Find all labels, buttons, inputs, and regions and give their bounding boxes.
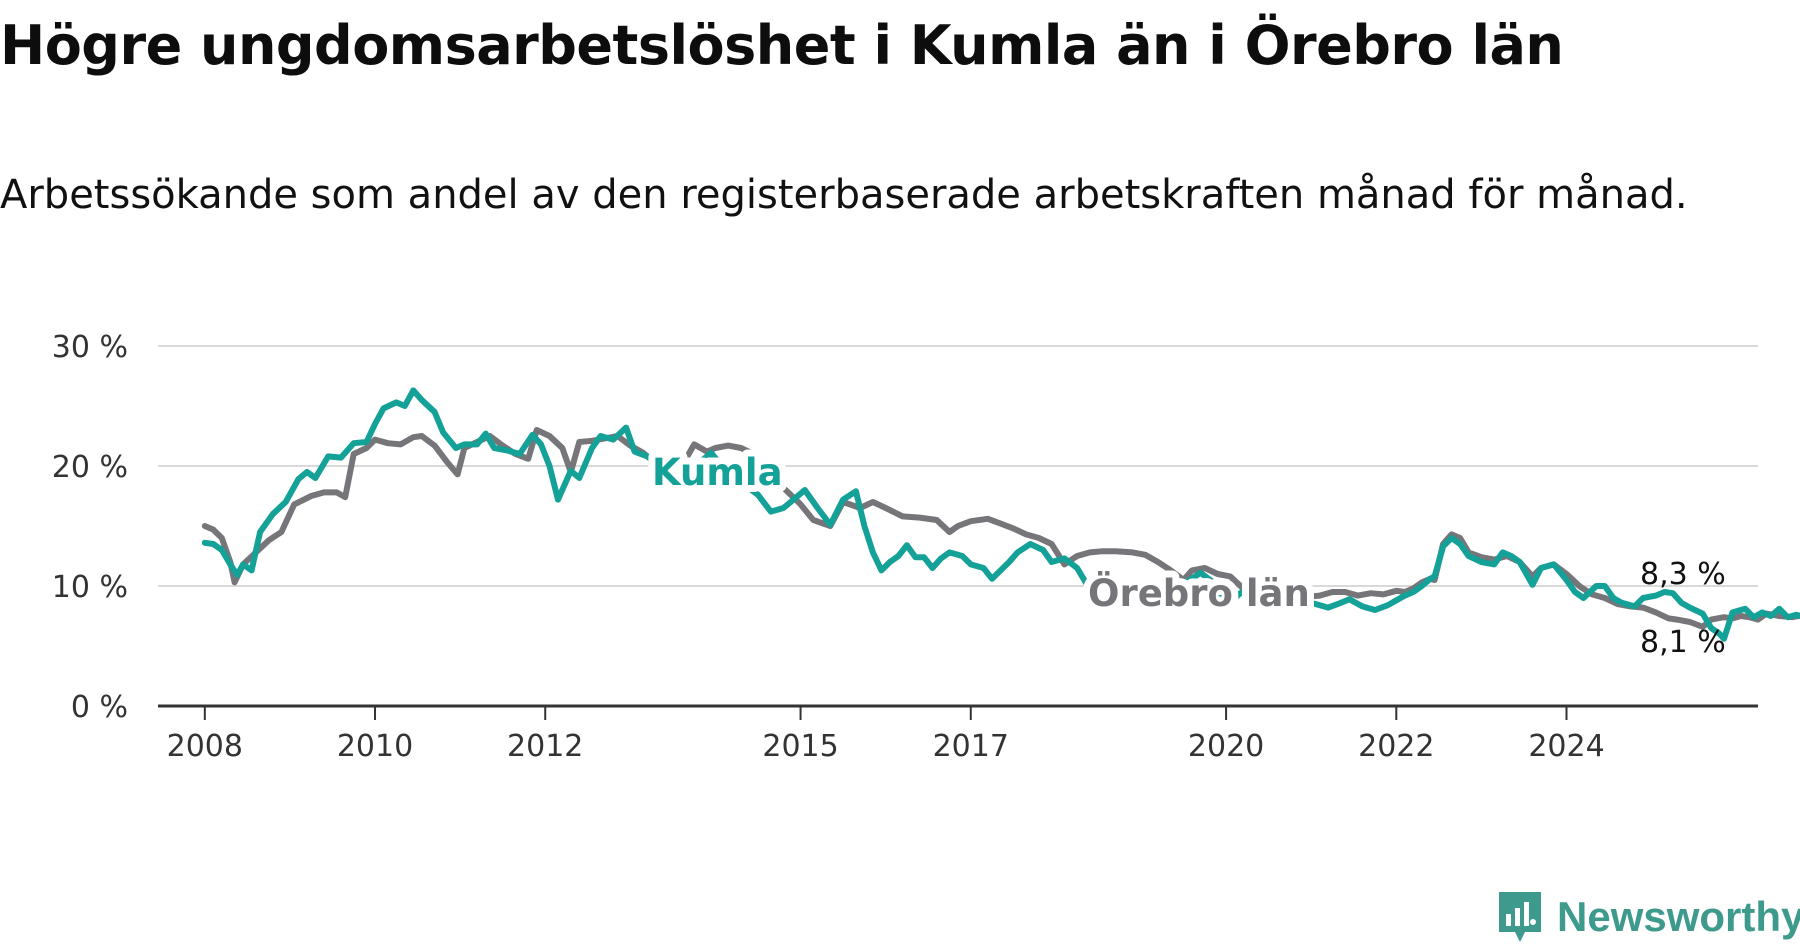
- brand-name: Newsworthy: [1557, 893, 1800, 940]
- x-tick-label: 2022: [1358, 729, 1434, 764]
- newsworthy-logo-icon: [1499, 892, 1541, 942]
- x-tick-label: 2024: [1528, 729, 1604, 764]
- x-tick-label: 2020: [1188, 729, 1264, 764]
- x-tick-label: 2010: [337, 729, 413, 764]
- orebro-label-halo: Örebro län: [1088, 571, 1310, 615]
- x-tick-label: 2012: [507, 729, 583, 764]
- chart-subtitle: Arbetssökande som andel av den registerb…: [0, 172, 1688, 218]
- orebro-label: Örebro län: [1088, 571, 1310, 615]
- y-tick-label: 20 %: [52, 450, 128, 485]
- gridlines: [158, 345, 1758, 708]
- x-tick-label: 2017: [933, 729, 1009, 764]
- y-axis-ticks: 0 % 10 % 20 % 30 %: [52, 330, 128, 725]
- brand-logo: Newsworthy: [1495, 888, 1800, 946]
- kumla-label-halo: Kumla: [652, 451, 783, 494]
- series-line-örebro-län: [201, 427, 1800, 630]
- x-tick-label: 2008: [167, 729, 243, 764]
- y-tick-label: 30 %: [52, 330, 128, 365]
- x-tick-label: 2015: [762, 729, 838, 764]
- orebro-end-label: 8,1 %: [1640, 625, 1726, 660]
- y-tick-label: 10 %: [52, 570, 128, 605]
- series-lines: [201, 387, 1800, 642]
- y-tick-label: 0 %: [71, 690, 128, 725]
- series-line-kumla: [201, 387, 1800, 642]
- kumla-label: Kumla: [652, 451, 783, 494]
- kumla-end-label: 8,3 %: [1640, 557, 1726, 592]
- chart-title: Högre ungdomsarbetslöshet i Kumla än i Ö…: [0, 14, 1564, 77]
- x-axis-ticks: 2008 2010 2012 2015 2017 2020 2022 2024: [167, 706, 1605, 764]
